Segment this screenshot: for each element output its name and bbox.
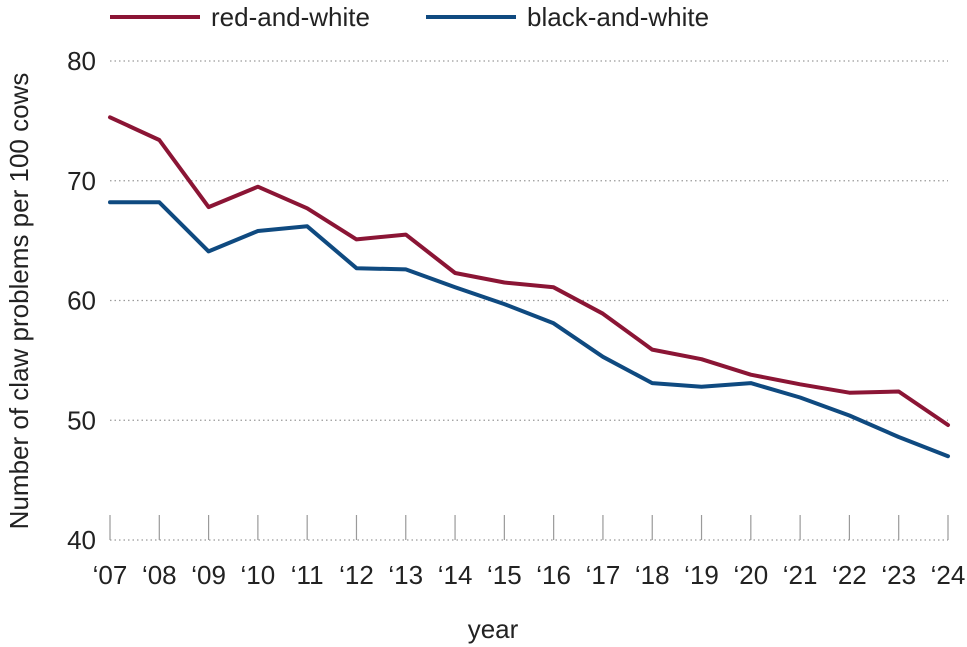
y-tick-label-80: 80 bbox=[67, 46, 96, 76]
x-tick-label-15: ‘22 bbox=[832, 560, 867, 590]
y-tick-label-40: 40 bbox=[67, 525, 96, 555]
gridlines bbox=[110, 60, 948, 541]
x-tick-label-5: ‘12 bbox=[339, 560, 374, 590]
y-axis-tick-labels: 40 50 60 70 80 bbox=[67, 46, 96, 555]
x-tick-label-7: ‘14 bbox=[438, 560, 473, 590]
series-lines bbox=[108, 115, 950, 459]
y-tick-label-60: 60 bbox=[67, 286, 96, 316]
x-tick-label-11: ‘18 bbox=[635, 560, 670, 590]
x-tick-label-13: ‘20 bbox=[733, 560, 768, 590]
x-tick-label-3: ‘10 bbox=[241, 560, 276, 590]
y-tick-label-70: 70 bbox=[67, 166, 96, 196]
x-tick-label-8: ‘15 bbox=[487, 560, 522, 590]
series-line-red-and-white bbox=[108, 115, 950, 427]
x-tick-label-9: ‘16 bbox=[536, 560, 571, 590]
legend-label-black-and-white: black-and-white bbox=[527, 2, 709, 32]
y-axis-title: Number of claw problems per 100 cows bbox=[4, 73, 34, 530]
y-tick-label-50: 50 bbox=[67, 405, 96, 435]
legend: red-and-white black-and-white bbox=[110, 2, 709, 32]
x-axis-tick-labels: ‘07 ‘08 ‘09 ‘10 ‘11 ‘12 ‘13 ‘14 ‘15 ‘16 ‘17 ‘18 ‘19 ‘… bbox=[93, 560, 966, 590]
x-axis-title: year bbox=[468, 614, 519, 644]
x-tick-label-6: ‘13 bbox=[388, 560, 423, 590]
x-tick-label-4: ‘11 bbox=[291, 560, 324, 590]
x-axis-ticks bbox=[109, 515, 949, 540]
x-tick-label-12: ‘19 bbox=[684, 560, 719, 590]
x-tick-label-2: ‘09 bbox=[191, 560, 226, 590]
series-line-black-and-white bbox=[108, 200, 950, 459]
x-tick-label-14: ‘21 bbox=[783, 560, 818, 590]
x-tick-label-0: ‘07 bbox=[93, 560, 128, 590]
legend-label-red-and-white: red-and-white bbox=[211, 2, 370, 32]
x-tick-label-17: ‘24 bbox=[931, 560, 966, 590]
x-tick-label-16: ‘23 bbox=[881, 560, 916, 590]
x-tick-label-10: ‘17 bbox=[586, 560, 621, 590]
x-tick-label-1: ‘08 bbox=[142, 560, 177, 590]
